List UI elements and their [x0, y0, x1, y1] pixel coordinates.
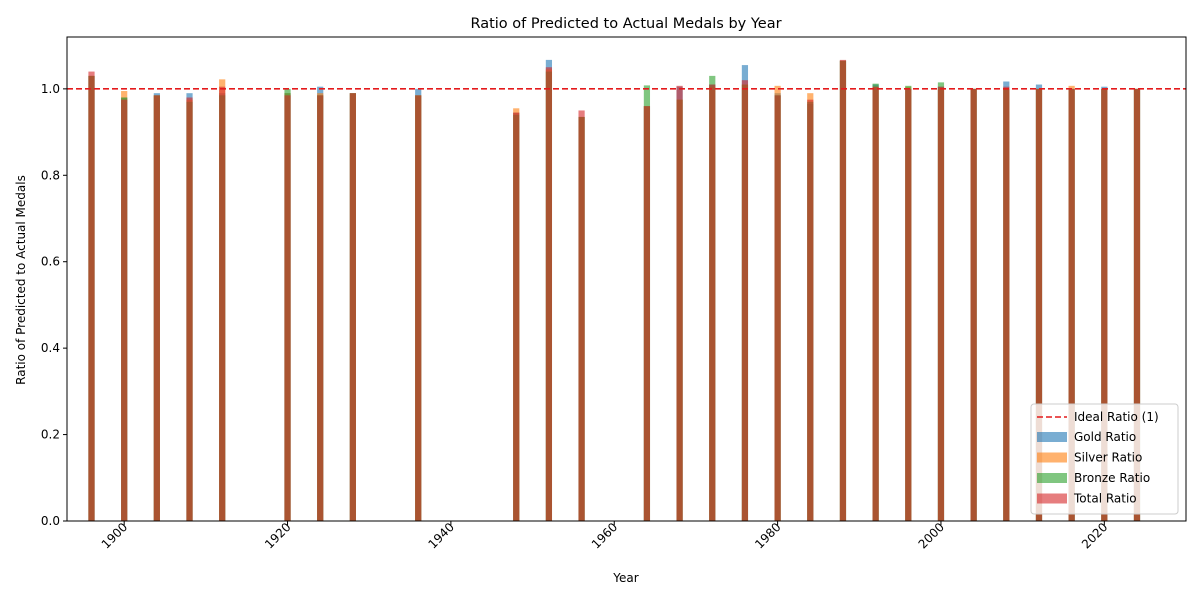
x-tick-label: 1980	[752, 520, 783, 551]
y-axis-label: Ratio of Predicted to Actual Medals	[14, 175, 28, 385]
legend-label: Silver Ratio	[1074, 451, 1142, 465]
legend-label-ideal: Ideal Ratio (1)	[1074, 410, 1159, 424]
bar	[349, 93, 356, 522]
legend-box	[1030, 403, 1179, 515]
bar	[1003, 86, 1010, 521]
chart-title: Ratio of Predicted to Actual Medals by Y…	[470, 16, 781, 32]
bar	[676, 85, 683, 521]
series-bronze-ratio	[88, 60, 1141, 522]
y-tick-label: 0.4	[41, 341, 60, 355]
y-tick-label: 0.2	[41, 428, 60, 442]
y-tick-label: 1.0	[41, 82, 60, 96]
bar	[937, 86, 945, 521]
bar	[1068, 88, 1075, 522]
bar	[905, 88, 912, 522]
legend-label: Total Ratio	[1073, 492, 1137, 506]
x-tick-label: 2000	[916, 520, 947, 551]
bars-group	[88, 59, 1141, 522]
bar	[415, 95, 422, 521]
plot-frame	[66, 36, 1187, 522]
x-tick-label: 1920	[262, 520, 293, 551]
bar	[121, 99, 128, 521]
bar	[1101, 88, 1108, 522]
legend-swatch	[1037, 452, 1067, 463]
bar	[807, 99, 814, 521]
bar	[317, 95, 324, 521]
axes-group: 1900 1920 1940 1960 1980 2000 2020 0.0 0.2 0.4 0.6…	[41, 36, 1187, 551]
bar	[709, 84, 716, 521]
bar	[88, 71, 95, 521]
bar	[839, 59, 847, 522]
bar	[741, 80, 749, 522]
legend-label: Bronze Ratio	[1074, 471, 1150, 485]
legend-label: Gold Ratio	[1074, 430, 1136, 444]
legend-swatch	[1037, 432, 1067, 442]
bar	[284, 95, 291, 521]
bar	[153, 95, 160, 521]
legend: Ideal Ratio (1) Gold Ratio Silver Ratio Bro…	[1030, 403, 1179, 515]
bar	[643, 106, 651, 521]
x-tick-label: 2020	[1079, 520, 1110, 551]
y-tick-label: 0.6	[41, 255, 60, 269]
bar	[1133, 88, 1141, 522]
bar	[545, 67, 553, 521]
bar	[578, 110, 585, 522]
series-silver-ratio	[88, 60, 1141, 522]
series-gold-ratio	[88, 59, 1141, 522]
y-tick-label: 0.0	[41, 514, 60, 528]
bar	[1035, 88, 1043, 522]
y-tick-label: 0.8	[41, 168, 60, 182]
legend-swatch	[1037, 493, 1067, 504]
bar	[513, 112, 520, 521]
x-axis-label: Year	[612, 571, 638, 585]
series-total-ratio	[88, 59, 1141, 522]
bar	[872, 86, 879, 521]
x-tick-label: 1940	[425, 520, 456, 551]
x-tick-label: 1900	[99, 520, 130, 551]
x-tick-label: 1960	[589, 520, 620, 551]
bar	[774, 95, 781, 521]
bar	[186, 97, 193, 521]
bar	[970, 88, 977, 522]
bar	[219, 86, 226, 521]
legend-swatch	[1037, 473, 1067, 483]
